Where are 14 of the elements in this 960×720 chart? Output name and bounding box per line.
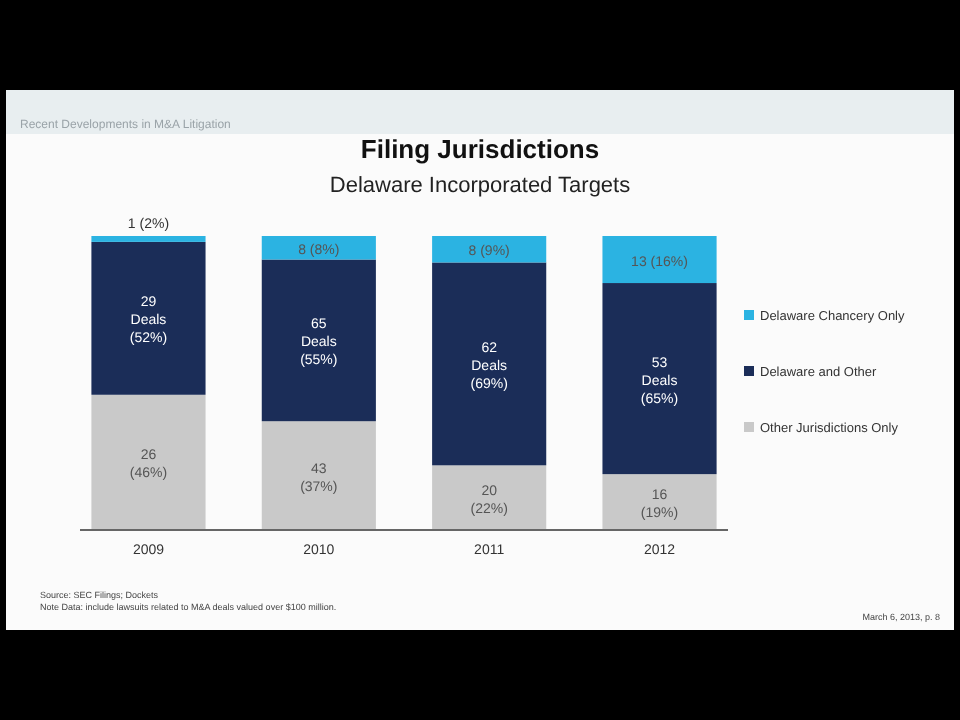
bar <box>91 241 206 395</box>
bar <box>91 236 206 242</box>
bar <box>261 236 376 260</box>
bar <box>261 259 376 422</box>
bar <box>432 465 547 530</box>
bar <box>261 421 376 530</box>
bar <box>602 283 717 475</box>
bar <box>432 262 547 466</box>
bar <box>602 236 717 284</box>
bar <box>91 394 206 530</box>
bar <box>602 474 717 530</box>
bar <box>432 236 547 263</box>
chart-title: Filing Jurisdictions <box>360 134 600 164</box>
chart-subtitle: Delaware Incorporated Targets <box>329 174 632 198</box>
